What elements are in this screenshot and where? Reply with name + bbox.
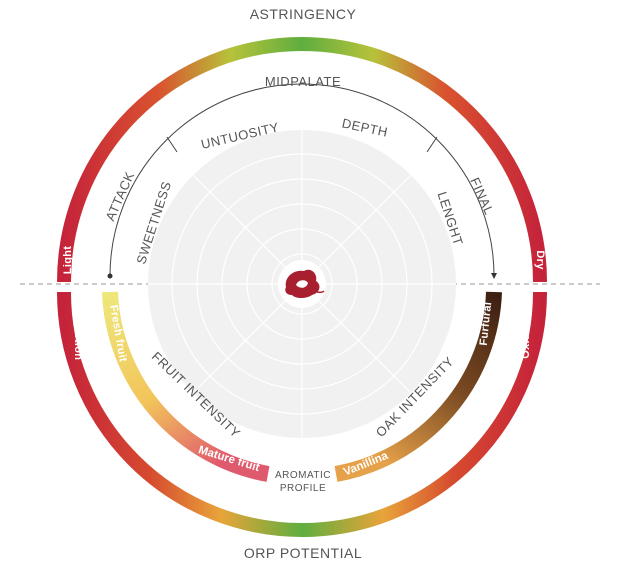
label-profile: PROFILE	[280, 483, 326, 494]
orp-potential-ring	[57, 291, 547, 537]
label-astringency: ASTRINGENCY	[250, 6, 357, 22]
label-midpalate: MIDPALATE	[265, 74, 341, 89]
wine-stain-logo-icon	[285, 269, 325, 298]
final-divider-tick	[426, 136, 438, 153]
label-reduction: Reduction	[72, 304, 84, 360]
label-aromatic: AROMATIC	[275, 470, 331, 481]
fruit-aroma-bar	[102, 291, 270, 482]
oak-aroma-bar	[334, 291, 502, 482]
attack-divider-tick	[166, 136, 178, 153]
label-furfural: Furfural	[478, 301, 495, 346]
label-orp-potential: ORP POTENTIAL	[244, 545, 362, 561]
attack-start-dot	[107, 273, 113, 279]
label-light: Light	[62, 246, 74, 274]
label-dry: Dry	[534, 250, 546, 270]
label-depth: DEPTH	[341, 115, 390, 139]
midpalate-arc	[109, 83, 497, 279]
astringency-ring	[57, 37, 547, 283]
label-final: FINAL	[467, 175, 497, 217]
label-oxidation: Oxidation	[520, 305, 532, 358]
